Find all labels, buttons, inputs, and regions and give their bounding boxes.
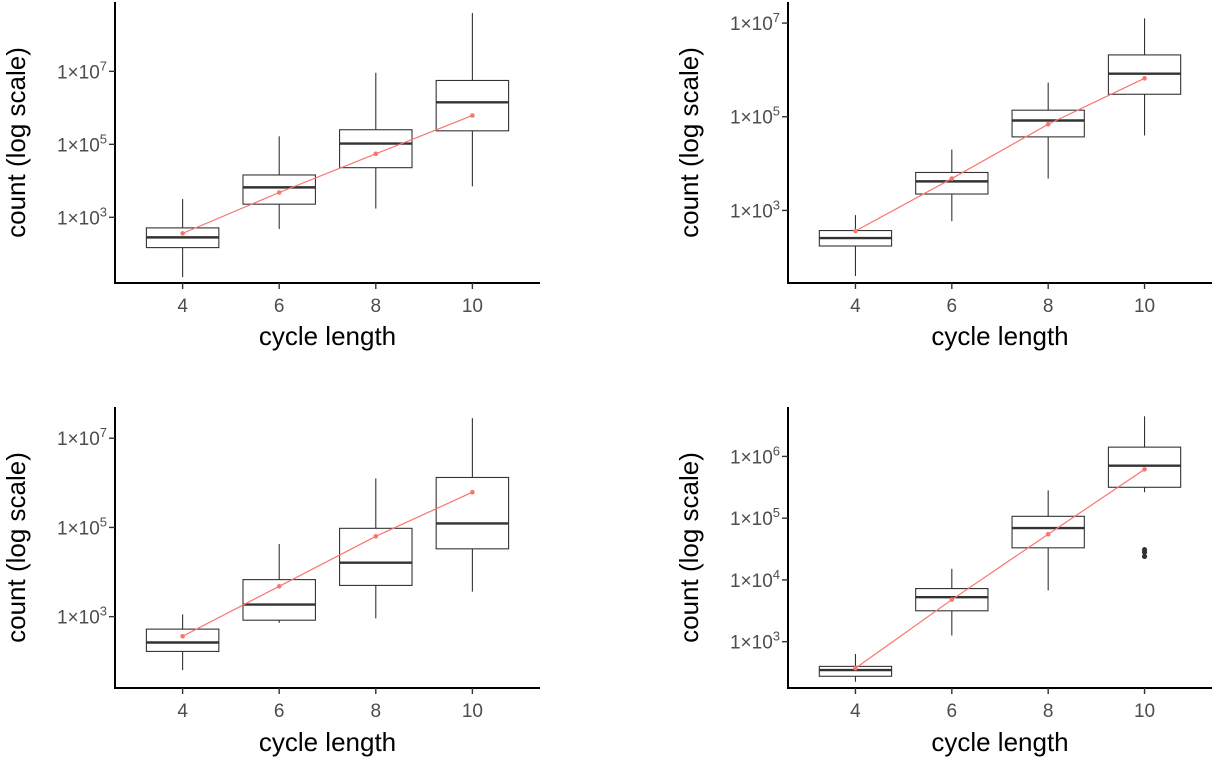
y-tick-label: 1×106 bbox=[730, 443, 780, 468]
chart-panel-bottom-right: 4 6 8 10 1×103 1×104 1×105 1×106 cycle length cou… bbox=[674, 407, 1212, 757]
y-tick-label: 1×103 bbox=[57, 604, 107, 629]
x-tick-label: 6 bbox=[274, 296, 285, 317]
box bbox=[915, 171, 989, 195]
x-tick-label: 8 bbox=[371, 701, 382, 722]
mean-trend-line bbox=[855, 468, 1145, 669]
chart-panel-top-right: 4 6 8 10 1×103 1×105 1×107 cycle length count (l… bbox=[674, 2, 1212, 351]
x-axis-title: cycle length bbox=[931, 727, 1068, 757]
y-axis-title: count (log scale) bbox=[674, 452, 704, 643]
outlier-point bbox=[1141, 547, 1148, 553]
mean-point bbox=[276, 584, 282, 589]
x-tick-label: 4 bbox=[177, 296, 188, 317]
box bbox=[435, 476, 510, 550]
mean-trend-line bbox=[182, 114, 473, 234]
y-tick-label: 1×105 bbox=[730, 104, 780, 129]
outlier-point bbox=[1141, 553, 1148, 560]
y-tick-label: 1×103 bbox=[730, 629, 780, 654]
chart-panel-bottom-left: 4 6 8 10 1×103 1×105 1×107 cycle length count (l… bbox=[1, 407, 540, 757]
mean-point bbox=[853, 228, 858, 234]
mean-point bbox=[1142, 467, 1147, 472]
mean-point bbox=[180, 231, 185, 236]
x-tick-label: 10 bbox=[462, 296, 483, 317]
box bbox=[435, 79, 510, 132]
y-tick-label: 1×107 bbox=[57, 58, 107, 83]
mean-point bbox=[373, 151, 379, 157]
y-tick-label: 1×105 bbox=[57, 514, 107, 539]
chart-panel-top-left: 4 6 8 10 1×103 1×105 1×107 cycle length count (l… bbox=[1, 2, 540, 351]
mean-trend-line bbox=[182, 491, 473, 637]
y-tick-label: 1×107 bbox=[730, 10, 780, 35]
x-axis-title: cycle length bbox=[931, 321, 1068, 351]
box bbox=[242, 174, 316, 205]
x-tick-label: 4 bbox=[850, 296, 861, 317]
x-tick-label: 4 bbox=[850, 701, 861, 722]
x-tick-label: 6 bbox=[274, 701, 285, 722]
x-tick-label: 10 bbox=[1134, 296, 1155, 317]
y-axis-title: count (log scale) bbox=[1, 47, 31, 238]
box bbox=[339, 129, 413, 169]
x-tick-label: 6 bbox=[947, 296, 958, 317]
y-tick-label: 1×105 bbox=[57, 131, 107, 156]
mean-point bbox=[470, 113, 475, 118]
x-tick-label: 8 bbox=[1043, 701, 1054, 722]
mean-point bbox=[949, 597, 955, 602]
x-tick-label: 8 bbox=[371, 296, 382, 317]
mean-point bbox=[1045, 121, 1051, 127]
x-tick-label: 10 bbox=[1134, 701, 1155, 722]
mean-trend-line bbox=[855, 77, 1145, 232]
y-tick-label: 1×103 bbox=[730, 197, 780, 222]
x-axis-title: cycle length bbox=[259, 321, 396, 351]
x-tick-label: 6 bbox=[947, 701, 958, 722]
y-tick-label: 1×104 bbox=[730, 567, 780, 592]
mean-point bbox=[276, 190, 282, 195]
y-tick-label: 1×107 bbox=[57, 425, 107, 450]
mean-point bbox=[180, 633, 185, 639]
mean-point bbox=[470, 489, 475, 495]
x-tick-label: 8 bbox=[1043, 296, 1054, 317]
box bbox=[1107, 446, 1182, 488]
y-tick-label: 1×103 bbox=[57, 204, 107, 229]
box bbox=[145, 628, 220, 652]
mean-point bbox=[949, 176, 955, 181]
x-tick-label: 4 bbox=[177, 701, 188, 722]
mean-point bbox=[853, 665, 858, 671]
x-tick-label: 10 bbox=[462, 701, 483, 722]
y-axis-title: count (log scale) bbox=[674, 47, 704, 238]
mean-point bbox=[1045, 531, 1051, 537]
mean-point bbox=[373, 534, 379, 539]
mean-point bbox=[1142, 76, 1147, 81]
y-axis-title: count (log scale) bbox=[1, 452, 31, 643]
x-axis-title: cycle length bbox=[259, 727, 396, 757]
y-tick-label: 1×105 bbox=[730, 505, 780, 530]
